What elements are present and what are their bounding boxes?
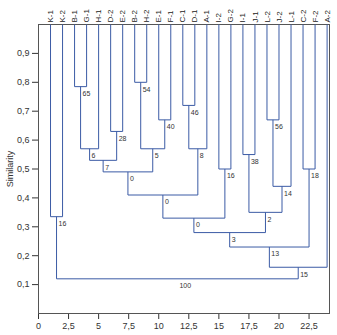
svg-text:0,9: 0,9 bbox=[17, 48, 30, 58]
svg-text:17,5: 17,5 bbox=[240, 321, 258, 331]
svg-text:18: 18 bbox=[311, 172, 319, 179]
svg-text:G-1: G-1 bbox=[82, 9, 91, 23]
svg-text:8: 8 bbox=[200, 152, 204, 159]
svg-text:13: 13 bbox=[271, 250, 279, 257]
svg-text:0: 0 bbox=[36, 321, 41, 331]
svg-text:2: 2 bbox=[267, 216, 271, 223]
svg-text:5: 5 bbox=[96, 321, 101, 331]
svg-text:Similarity: Similarity bbox=[5, 150, 15, 187]
svg-text:38: 38 bbox=[251, 158, 259, 165]
svg-text:15: 15 bbox=[300, 271, 308, 278]
svg-text:H-2: H-2 bbox=[142, 9, 151, 22]
svg-text:H-1: H-1 bbox=[94, 9, 103, 22]
svg-text:0,5: 0,5 bbox=[17, 164, 30, 174]
svg-text:K-1: K-1 bbox=[46, 10, 55, 23]
svg-text:12,5: 12,5 bbox=[180, 321, 198, 331]
svg-text:F-1: F-1 bbox=[166, 10, 175, 23]
svg-text:14: 14 bbox=[284, 190, 292, 197]
svg-text:56: 56 bbox=[275, 123, 283, 130]
svg-text:5: 5 bbox=[155, 152, 159, 159]
svg-text:16: 16 bbox=[59, 220, 67, 227]
svg-text:54: 54 bbox=[143, 86, 151, 93]
svg-text:B-2: B-2 bbox=[130, 10, 139, 23]
svg-text:10: 10 bbox=[154, 321, 164, 331]
svg-text:B-1: B-1 bbox=[70, 10, 79, 23]
svg-text:15: 15 bbox=[214, 321, 224, 331]
svg-text:40: 40 bbox=[167, 123, 175, 130]
svg-text:J-1: J-1 bbox=[251, 11, 260, 23]
svg-text:2,5: 2,5 bbox=[62, 321, 75, 331]
svg-text:3: 3 bbox=[232, 236, 236, 243]
svg-text:0,6: 0,6 bbox=[17, 135, 30, 145]
svg-text:L-1: L-1 bbox=[287, 10, 296, 22]
svg-text:65: 65 bbox=[83, 90, 91, 97]
svg-text:A-1: A-1 bbox=[202, 10, 211, 23]
svg-text:16: 16 bbox=[227, 172, 235, 179]
svg-text:100: 100 bbox=[179, 282, 191, 289]
svg-text:E-2: E-2 bbox=[118, 10, 127, 23]
svg-text:0,8: 0,8 bbox=[17, 77, 30, 87]
svg-text:0,2: 0,2 bbox=[17, 251, 30, 261]
svg-text:G-2: G-2 bbox=[226, 9, 235, 23]
svg-text:C-2: C-2 bbox=[299, 9, 308, 22]
svg-text:0: 0 bbox=[130, 175, 134, 182]
svg-text:A-2: A-2 bbox=[323, 10, 332, 23]
svg-text:0: 0 bbox=[165, 198, 169, 205]
svg-text:C-1: C-1 bbox=[178, 9, 187, 22]
svg-text:28: 28 bbox=[119, 135, 127, 142]
svg-text:J-2: J-2 bbox=[275, 11, 284, 23]
svg-text:0,1: 0,1 bbox=[17, 279, 30, 289]
svg-text:7,5: 7,5 bbox=[122, 321, 135, 331]
svg-text:46: 46 bbox=[191, 109, 199, 116]
svg-text:6: 6 bbox=[92, 152, 96, 159]
svg-text:7: 7 bbox=[105, 164, 109, 171]
svg-text:D-1: D-1 bbox=[190, 9, 199, 22]
svg-text:F-2: F-2 bbox=[311, 10, 320, 23]
svg-text:I-2: I-2 bbox=[214, 13, 223, 23]
svg-text:0,3: 0,3 bbox=[17, 222, 30, 232]
svg-text:D-2: D-2 bbox=[106, 9, 115, 22]
svg-text:I-1: I-1 bbox=[238, 13, 247, 23]
svg-text:K-2: K-2 bbox=[58, 10, 67, 23]
svg-text:0,7: 0,7 bbox=[17, 106, 30, 116]
svg-text:20: 20 bbox=[274, 321, 284, 331]
svg-text:22,5: 22,5 bbox=[300, 321, 318, 331]
svg-text:E-1: E-1 bbox=[154, 10, 163, 23]
svg-text:0,4: 0,4 bbox=[17, 193, 30, 203]
svg-text:0: 0 bbox=[196, 221, 200, 228]
svg-text:L-2: L-2 bbox=[263, 10, 272, 22]
